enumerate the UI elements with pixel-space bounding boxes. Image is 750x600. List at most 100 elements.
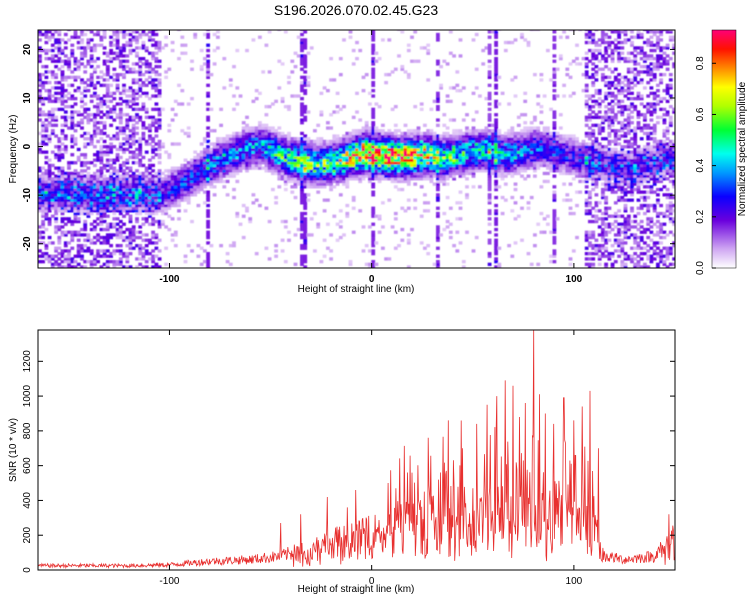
heat-cell: [60, 166, 65, 170]
heat-cell: [419, 166, 424, 170]
heat-cell: [177, 166, 181, 170]
heat-cell: [355, 40, 359, 45]
heat-cell: [400, 174, 405, 178]
heat-cell: [452, 163, 456, 168]
heat-cell: [568, 198, 573, 202]
heat-cell: [47, 254, 52, 258]
heat-cell: [267, 126, 272, 130]
heat-cell: [44, 35, 49, 39]
heat-cell: [54, 59, 58, 63]
heat-cell: [76, 206, 81, 210]
heat-cell: [426, 244, 431, 248]
heat-cell: [393, 145, 398, 149]
heat-cell: [484, 142, 489, 146]
heat-cell: [222, 86, 227, 90]
heat-cell: [348, 139, 353, 144]
heat-cell: [513, 182, 518, 186]
heat-cell: [63, 105, 68, 109]
heat-cell: [345, 131, 350, 136]
heat-cell: [520, 35, 524, 39]
heat-cell: [105, 153, 110, 157]
heat-cell: [306, 161, 311, 165]
heat-cell: [193, 169, 198, 173]
heat-cell: [228, 137, 233, 141]
heat-cell: [203, 185, 207, 189]
heat-cell: [500, 161, 505, 165]
heat-cell: [96, 139, 100, 144]
heat-cell: [245, 158, 249, 162]
heat-cell: [461, 131, 466, 136]
heat-cell: [131, 38, 136, 42]
heat-cell: [516, 166, 521, 170]
heat-cell: [138, 147, 143, 152]
heat-cell: [96, 177, 100, 181]
heat-cell: [241, 158, 246, 162]
heat-cell: [38, 182, 42, 186]
heat-cell: [332, 158, 337, 162]
heat-cell: [228, 153, 233, 157]
heat-cell: [199, 246, 204, 250]
heat-cell: [319, 139, 324, 144]
heat-cell: [406, 155, 411, 160]
heat-cell: [73, 174, 78, 178]
heat-cell: [54, 118, 58, 122]
heat-cell: [381, 161, 385, 165]
heat-cell: [99, 227, 104, 232]
heat-cell: [455, 131, 460, 136]
heat-cell: [384, 161, 388, 165]
heat-cell: [397, 54, 401, 58]
heat-cell: [157, 238, 162, 242]
heat-cell: [135, 185, 139, 189]
heat-cell: [245, 129, 249, 133]
heat-cell: [484, 139, 489, 144]
heat-cell: [167, 201, 172, 205]
heat-cell: [487, 163, 492, 168]
heat-cell: [99, 185, 104, 189]
heat-cell: [154, 89, 159, 93]
heat-cell: [138, 70, 143, 74]
heat-cell: [170, 201, 175, 205]
heat-cell: [44, 169, 49, 173]
heat-cell: [112, 107, 117, 111]
heat-cell: [131, 107, 136, 111]
heat-cell: [47, 201, 52, 205]
heat-cell: [513, 142, 518, 146]
heat-cell: [461, 134, 466, 138]
heat-cell: [50, 265, 55, 268]
heat-cell: [83, 48, 88, 53]
heat-cell: [115, 153, 120, 157]
heat-cell: [148, 137, 152, 141]
heat-cell: [303, 70, 308, 74]
heat-cell: [151, 54, 155, 58]
heat-cell: [60, 187, 65, 192]
heat-cell: [338, 163, 343, 168]
heat-cell: [209, 158, 214, 162]
heat-cell: [235, 166, 240, 170]
heat-cell: [516, 142, 521, 146]
heat-cell: [432, 163, 437, 168]
heat-cell: [303, 227, 308, 232]
heat-cell: [377, 150, 382, 154]
heat-cell: [296, 35, 301, 39]
heat-cell: [316, 179, 321, 184]
heat-cell: [487, 73, 492, 77]
heat-cell: [151, 206, 155, 210]
heat-cell: [157, 139, 162, 144]
heat-cell: [494, 150, 498, 154]
heat-cell: [562, 142, 566, 146]
heat-cell: [102, 94, 107, 98]
heat-cell: [54, 262, 58, 266]
heat-cell: [199, 187, 204, 192]
heat-cell: [157, 107, 162, 111]
heat-cell: [118, 252, 123, 256]
heat-cell: [76, 123, 81, 127]
heat-cell: [478, 153, 482, 157]
heat-cell: [99, 99, 104, 103]
heat-cell: [484, 129, 489, 133]
heat-cell: [157, 43, 162, 47]
heat-cell: [474, 150, 479, 154]
heat-cell: [128, 179, 133, 184]
heat-cell: [151, 219, 155, 224]
heat-cell: [300, 139, 304, 144]
heat-cell: [491, 171, 495, 176]
